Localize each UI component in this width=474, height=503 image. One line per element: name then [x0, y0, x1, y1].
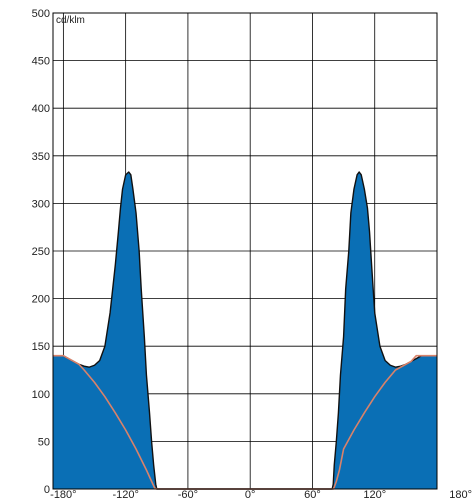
y-tick-label: 100	[32, 389, 50, 401]
y-tick-label: 50	[38, 436, 50, 448]
x-tick-label: -120°	[112, 489, 138, 501]
y-tick-label: 200	[32, 294, 50, 306]
y-tick-label: 450	[32, 56, 50, 68]
x-tick-labels: -180° -120° -60° 0° 60° 120° 180°	[50, 489, 472, 501]
y-tick-label: 0	[44, 484, 50, 496]
unit-label: cd/klm	[56, 15, 85, 26]
y-tick-label: 300	[32, 198, 50, 210]
x-tick-label: 120°	[363, 489, 386, 501]
y-tick-label: 500	[32, 8, 50, 20]
y-tick-labels: 0 50 100 150 200 250 300 350 400 450 500	[32, 8, 50, 496]
plot-frame	[52, 12, 438, 490]
y-tick-label: 150	[32, 341, 50, 353]
x-tick-label: 0°	[245, 489, 256, 501]
y-tick-label: 400	[32, 103, 50, 115]
y-tick-label: 350	[32, 151, 50, 163]
y-tick-label: 250	[32, 246, 50, 258]
x-tick-label: 180°	[449, 489, 472, 501]
x-tick-label: -60°	[178, 489, 198, 501]
x-tick-label: -180°	[50, 489, 76, 501]
x-tick-label: 60°	[304, 489, 321, 501]
